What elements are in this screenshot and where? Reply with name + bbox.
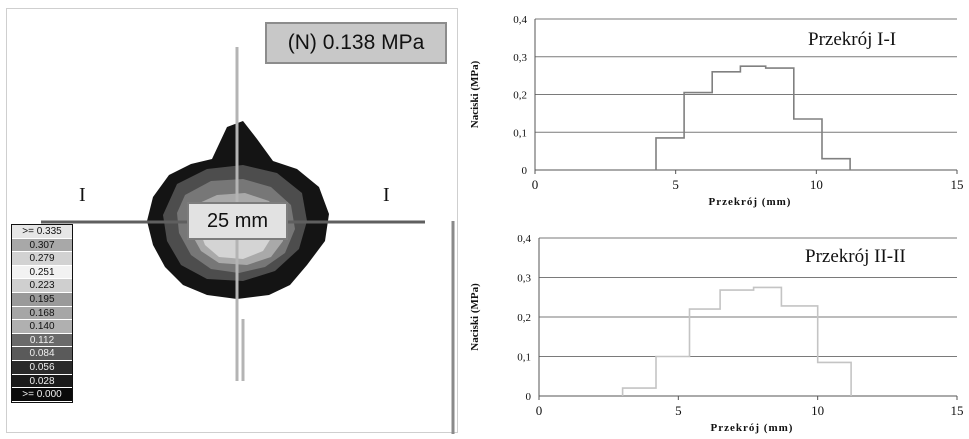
- x-axis-label: Przekrój (mm): [709, 196, 792, 208]
- series-line: [621, 286, 852, 396]
- legend-entry: 0.112: [12, 333, 72, 348]
- chart-section-1-svg: 0 0,1 0,2 0,3 0,4 0 5 10 15 Przekrój I-I Przekrój …: [469, 14, 964, 208]
- chart-section-2: 0 0,1 0,2 0,3 0,4 0 5 10 15 Przekrój II-II Przekró…: [462, 224, 969, 439]
- y-tick-label: 0,2: [513, 90, 527, 102]
- legend-entry: 0.084: [12, 347, 72, 361]
- x-tick-label: 5: [672, 177, 679, 192]
- section-mark-left: I: [79, 184, 86, 206]
- x-tick-label: 0: [536, 403, 543, 418]
- legend-entry: 0.140: [12, 320, 72, 334]
- legend-entry: 0.056: [12, 360, 72, 375]
- y-tick-label: 0,2: [517, 312, 531, 324]
- dimension-readout: 25 mm: [187, 202, 288, 240]
- pressure-map-panel: (N) 0.138 MPa 25 mm I I >= 0.335 0.307 0.2…: [6, 8, 458, 434]
- y-tick-label: 0,1: [513, 127, 527, 139]
- legend-entry: 0.028: [12, 374, 72, 389]
- legend-entry: 0.279: [12, 252, 72, 266]
- legend-entry: >= 0.335: [12, 225, 72, 239]
- y-tick-label: 0,3: [513, 52, 527, 64]
- chart-section-1: 0 0,1 0,2 0,3 0,4 0 5 10 15 Przekrój I-I Przekrój …: [462, 0, 969, 219]
- color-scale-legend: >= 0.335 0.307 0.279 0.251 0.223 0.195 0.168 0.…: [11, 224, 73, 403]
- x-tick-label: 10: [811, 403, 824, 418]
- x-tick-label: 5: [675, 403, 682, 418]
- chart-title: Przekrój II-II: [805, 246, 906, 267]
- x-tick-label: 15: [951, 403, 964, 418]
- section-mark-right: I: [383, 184, 390, 206]
- chart-section-2-svg: 0 0,1 0,2 0,3 0,4 0 5 10 15 Przekrój II-II Przekró…: [469, 233, 964, 434]
- x-tick-label: 0: [532, 177, 539, 192]
- legend-entry: 0.195: [12, 292, 72, 307]
- y-tick-label: 0: [522, 165, 528, 177]
- legend-entry: 0.251: [12, 265, 72, 280]
- legend-entry: 0.307: [12, 238, 72, 253]
- x-axis-label: Przekrój (mm): [711, 422, 794, 434]
- x-tick-label: 10: [810, 177, 823, 192]
- legend-entry: 0.168: [12, 306, 72, 321]
- x-tick-label: 15: [951, 177, 964, 192]
- y-tick-label: 0: [526, 391, 532, 403]
- y-tick-label: 0,4: [517, 233, 531, 245]
- load-readout: (N) 0.138 MPa: [265, 22, 447, 64]
- y-axis-label: Naciski (MPa): [469, 283, 481, 351]
- y-tick-label: 0,1: [517, 352, 531, 364]
- chart-title: Przekrój I-I: [808, 29, 896, 50]
- y-tick-label: 0,3: [517, 273, 531, 285]
- y-tick-label: 0,4: [513, 14, 527, 26]
- y-axis-label: Naciski (MPa): [469, 60, 481, 128]
- legend-entry: 0.223: [12, 279, 72, 293]
- legend-entry: >= 0.000: [12, 388, 72, 402]
- series-line: [655, 65, 851, 170]
